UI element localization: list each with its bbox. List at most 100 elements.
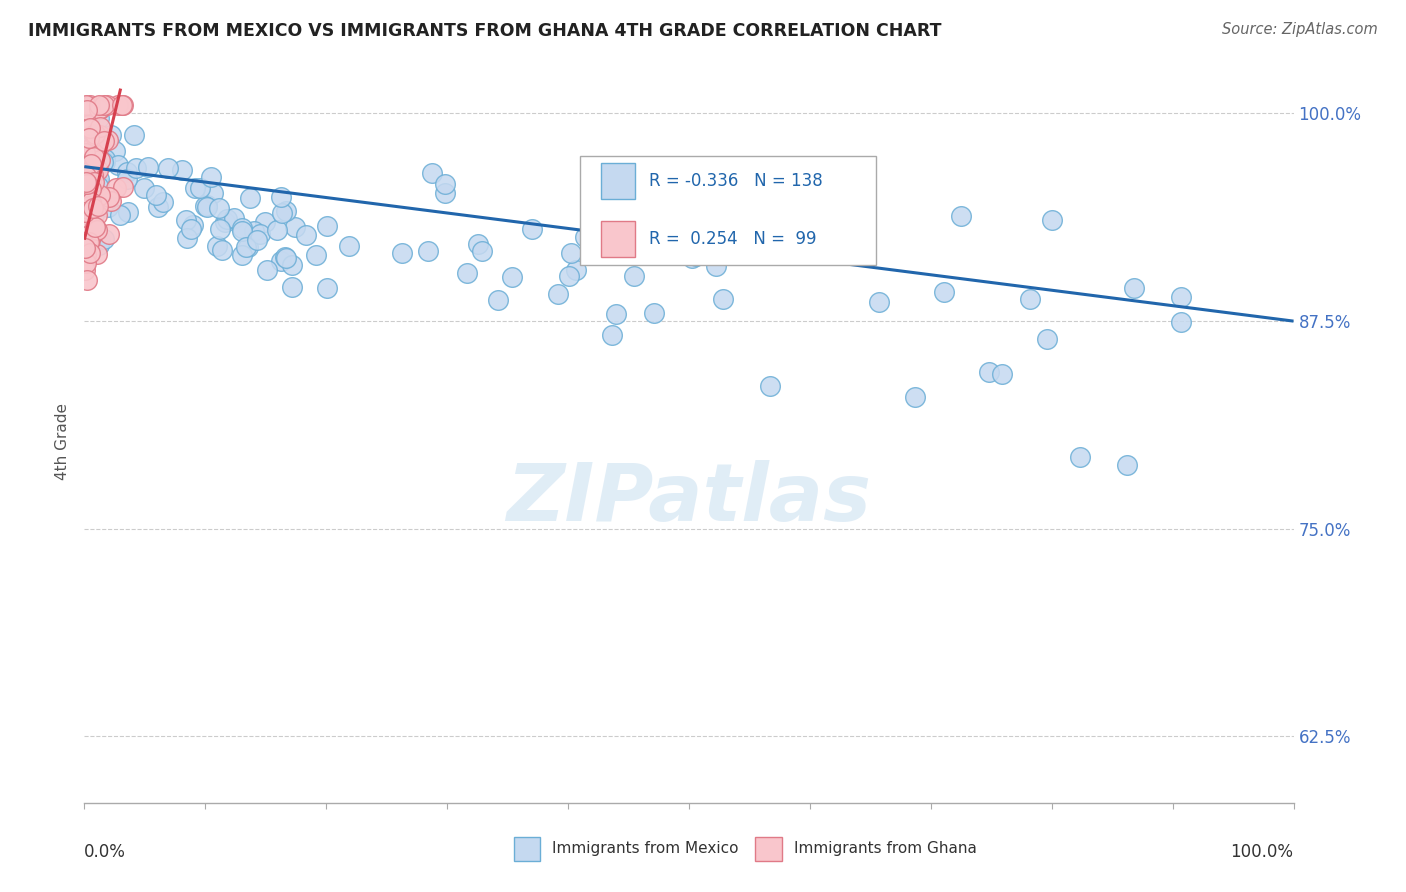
Point <box>86 193 108 207</box>
Point <box>75 233 97 247</box>
Point <box>84 222 107 236</box>
Point <box>316 281 339 295</box>
Bar <box>600 221 634 257</box>
FancyBboxPatch shape <box>581 156 876 265</box>
Point <box>75 248 97 262</box>
Text: 100.0%: 100.0% <box>1230 843 1294 861</box>
Point <box>1123 281 1146 295</box>
Point <box>253 215 276 229</box>
Point <box>75 174 97 188</box>
Point <box>270 206 292 220</box>
Point <box>180 222 202 236</box>
Point <box>75 222 97 236</box>
Point <box>304 248 326 262</box>
Point <box>89 101 111 115</box>
Point <box>77 192 100 206</box>
Point <box>231 221 253 235</box>
Point <box>79 233 101 247</box>
Point <box>86 223 108 237</box>
Point <box>80 164 103 178</box>
Point <box>97 189 120 203</box>
Point <box>77 151 100 165</box>
Point <box>1040 212 1063 227</box>
Point <box>904 391 927 405</box>
Point <box>89 172 111 186</box>
Point <box>76 118 98 132</box>
Point <box>243 223 266 237</box>
Point <box>1115 458 1137 472</box>
Point <box>77 143 100 157</box>
Point <box>176 231 198 245</box>
Point <box>89 120 111 134</box>
Point <box>75 160 97 174</box>
Point <box>132 181 155 195</box>
Point <box>211 243 233 257</box>
Point <box>93 155 115 169</box>
Point <box>643 306 665 320</box>
Point <box>82 223 104 237</box>
Point <box>623 269 645 284</box>
Point <box>80 157 103 171</box>
Point <box>73 146 96 161</box>
Point <box>79 120 101 135</box>
Point <box>188 181 211 195</box>
Point <box>87 98 110 112</box>
Point <box>89 177 111 191</box>
Text: 0.0%: 0.0% <box>84 843 127 861</box>
Point <box>391 246 413 260</box>
Point <box>281 258 304 272</box>
Point <box>73 202 96 216</box>
Point <box>82 186 104 200</box>
Point <box>77 234 100 248</box>
Point <box>183 218 205 232</box>
Point <box>77 130 100 145</box>
Point <box>215 211 238 226</box>
Point <box>977 366 1000 380</box>
Point <box>77 111 100 125</box>
Point <box>558 268 581 283</box>
Point <box>79 194 101 209</box>
Point <box>274 250 297 264</box>
Point <box>83 150 105 164</box>
Point <box>93 232 115 246</box>
Point <box>73 241 96 255</box>
Point <box>77 103 100 118</box>
Point <box>416 244 439 258</box>
Point <box>79 235 101 250</box>
Point <box>711 293 734 307</box>
Point <box>868 294 890 309</box>
Point <box>337 239 360 253</box>
Point <box>80 194 103 209</box>
Point <box>107 158 129 172</box>
Point <box>83 128 105 142</box>
Point <box>87 111 110 125</box>
Point <box>117 204 139 219</box>
Point <box>87 238 110 252</box>
Point <box>77 210 100 224</box>
Point <box>80 233 103 247</box>
Point <box>195 200 218 214</box>
Point <box>104 144 127 158</box>
Point <box>80 153 103 168</box>
Point <box>75 214 97 228</box>
Text: IMMIGRANTS FROM MEXICO VS IMMIGRANTS FROM GHANA 4TH GRADE CORRELATION CHART: IMMIGRANTS FROM MEXICO VS IMMIGRANTS FRO… <box>28 22 942 40</box>
Point <box>82 196 104 211</box>
Point <box>115 172 138 186</box>
Point <box>520 221 543 235</box>
Point <box>97 133 120 147</box>
Point <box>79 141 101 155</box>
Point <box>73 178 96 192</box>
Point <box>98 227 121 241</box>
Point <box>681 251 703 265</box>
Point <box>79 215 101 229</box>
Point <box>949 209 972 223</box>
Point <box>82 201 104 215</box>
Point <box>84 127 107 141</box>
Text: Immigrants from Ghana: Immigrants from Ghana <box>794 841 977 855</box>
Point <box>934 285 956 300</box>
Point <box>73 178 96 193</box>
Point <box>84 163 107 178</box>
Point <box>1019 292 1042 306</box>
Point <box>1036 332 1059 346</box>
Point <box>79 203 101 218</box>
